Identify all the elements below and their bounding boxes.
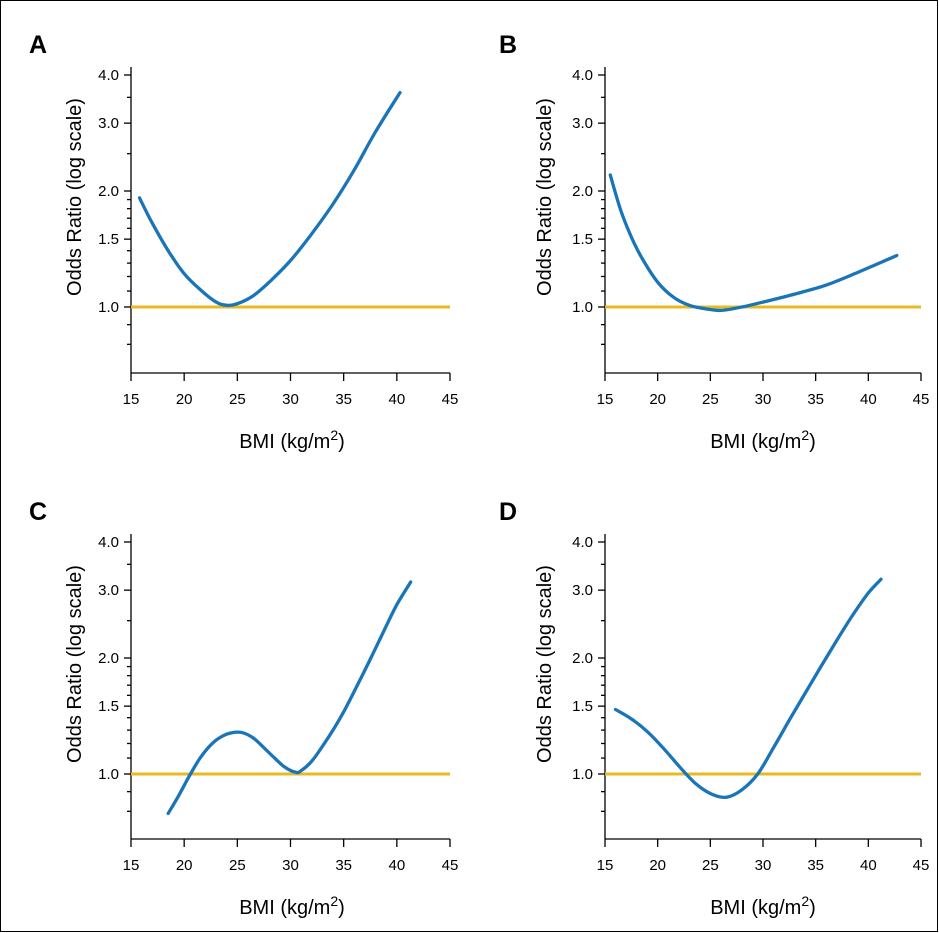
odds-ratio-curve xyxy=(608,173,899,313)
y-axis-label: Odds Ratio (log scale) xyxy=(64,98,86,296)
x-tick-label: 45 xyxy=(913,391,930,408)
panel-a: A 1.0 1.5 2.0 3.0 4.0 15 20 25 30 35 40 45 BMI (kg/m2… xyxy=(29,31,458,453)
y-tick-label: 4.0 xyxy=(572,67,593,84)
panel-letter: D xyxy=(499,498,517,526)
y-tick-label: 2.0 xyxy=(98,650,119,667)
y-tick-label: 2.0 xyxy=(98,183,119,200)
x-tick-label: 25 xyxy=(229,857,246,874)
y-tick-label: 4.0 xyxy=(98,67,119,84)
y-axis-label: Odds Ratio (log scale) xyxy=(64,565,86,763)
x-tick-label: 40 xyxy=(388,857,405,874)
x-tick-label: 20 xyxy=(176,857,193,874)
y-tick-label: 1.5 xyxy=(572,231,593,248)
x-tick-label: 35 xyxy=(807,857,824,874)
x-tick-label: 15 xyxy=(597,857,614,874)
y-tick-label: 1.5 xyxy=(572,698,593,715)
x-tick-label: 40 xyxy=(860,857,877,874)
x-tick-label: 40 xyxy=(860,391,877,408)
x-axis-label: BMI (kg/m2) xyxy=(239,427,345,453)
x-tick-label: 20 xyxy=(176,391,193,408)
y-tick-label: 2.0 xyxy=(572,183,593,200)
odds-ratio-curve xyxy=(137,90,402,308)
y-tick-label: 1.0 xyxy=(572,766,593,783)
x-tick-label: 25 xyxy=(229,391,246,408)
y-axis-label: Odds Ratio (log scale) xyxy=(534,565,556,763)
y-tick-label: 4.0 xyxy=(572,534,593,551)
x-tick-label: 30 xyxy=(755,391,772,408)
y-axis-label: Odds Ratio (log scale) xyxy=(534,98,556,296)
y-tick-label: 1.0 xyxy=(98,766,119,783)
x-tick-label: 35 xyxy=(335,391,352,408)
y-tick-label: 3.0 xyxy=(98,115,119,132)
odds-ratio-curve xyxy=(166,580,413,816)
x-tick-label: 20 xyxy=(649,391,666,408)
x-tick-label: 30 xyxy=(282,391,299,408)
x-tick-label: 40 xyxy=(388,391,405,408)
x-tick-label: 15 xyxy=(123,391,140,408)
x-tick-label: 35 xyxy=(807,391,824,408)
panel-c: C 1.0 1.5 2.0 3.0 4.0 15 20 25 30 35 40 45 BMI (kg/m2… xyxy=(29,498,458,919)
x-tick-label: 25 xyxy=(702,391,719,408)
x-tick-label: 30 xyxy=(282,857,299,874)
x-tick-label: 45 xyxy=(442,391,459,408)
odds-ratio-curve xyxy=(613,577,883,800)
x-tick-label: 15 xyxy=(123,857,140,874)
x-axis-label: BMI (kg/m2) xyxy=(710,427,816,453)
y-tick-label: 3.0 xyxy=(572,115,593,132)
x-tick-label: 35 xyxy=(335,857,352,874)
x-tick-label: 45 xyxy=(442,857,459,874)
y-tick-label: 4.0 xyxy=(98,534,119,551)
x-tick-label: 25 xyxy=(702,857,719,874)
panel-letter: B xyxy=(499,31,517,59)
y-tick-label: 1.0 xyxy=(98,299,119,316)
y-tick-label: 3.0 xyxy=(98,582,119,599)
x-tick-label: 30 xyxy=(755,857,772,874)
panel-b: B 1.0 1.5 2.0 3.0 4.0 15 20 25 30 35 40 45 BMI (kg/m2… xyxy=(499,31,929,453)
y-tick-label: 3.0 xyxy=(572,582,593,599)
panel-letter: A xyxy=(29,31,47,59)
x-axis-label: BMI (kg/m2) xyxy=(710,893,816,919)
y-tick-label: 1.0 xyxy=(572,299,593,316)
y-tick-label: 1.5 xyxy=(98,698,119,715)
x-tick-label: 45 xyxy=(913,857,930,874)
panel-letter: C xyxy=(29,498,47,526)
x-axis-label: BMI (kg/m2) xyxy=(239,893,345,919)
x-tick-label: 20 xyxy=(649,857,666,874)
panel-d: D 1.0 1.5 2.0 3.0 4.0 15 20 25 30 35 40 45 BMI (kg/m2… xyxy=(499,498,929,919)
x-tick-label: 15 xyxy=(597,391,614,408)
y-tick-label: 1.5 xyxy=(98,231,119,248)
y-tick-label: 2.0 xyxy=(572,650,593,667)
